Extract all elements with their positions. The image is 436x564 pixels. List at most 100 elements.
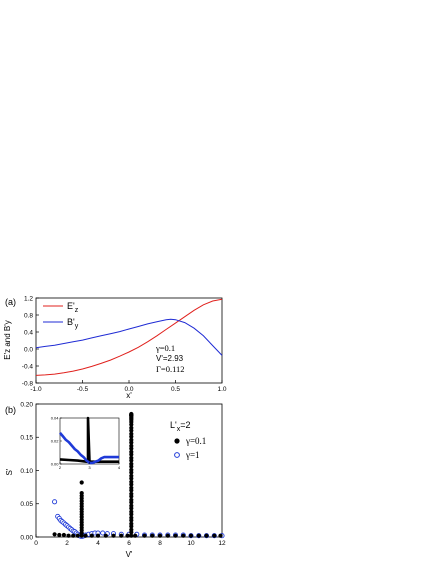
point-gamma-0-1 [129,461,134,466]
panel-b-inset: 2 3 4 0.00 0.02 0.04 [51,416,121,471]
point-gamma-0-1 [165,533,170,538]
panel-b-ylabel: S' [5,468,14,475]
panel-b-xtick-label: 0 [34,540,38,547]
legend-marker-gamma-0-1 [174,438,180,444]
annotation-gamma: γ=0.1 [155,343,175,353]
series-by-line [35,318,223,356]
panel-b-ytick-label: 0.10 [20,468,33,475]
panel-a-legend: E'z B'y [43,301,79,330]
point-gamma-0-1 [129,497,134,502]
panel-b-xtick-label: 6 [127,540,131,547]
legend-label-ez-main: E' [67,301,75,311]
point-gamma-0-1 [204,533,209,538]
panel-a-xtick-label: 0.5 [171,386,180,393]
point-gamma-0-1 [79,480,84,485]
point-gamma-0-1 [133,533,138,538]
inset-ytick-label: 0.02 [51,439,60,444]
panel-a-ytick-label: -0.8 [22,380,34,387]
panel-b-ytick-label: 0.05 [20,501,33,508]
point-gamma-0-1 [129,479,134,484]
point-gamma-0-1 [71,533,76,538]
point-gamma-0-1 [129,515,134,520]
point-gamma-0-1 [181,533,186,538]
inset-xtick-label: 4 [118,465,121,470]
inset-ytick-label: 0.04 [51,416,60,421]
panel-b-xtick-label: 10 [187,540,195,547]
panel-b-ytick-label: 0.20 [20,401,33,408]
point-gamma-0-1 [212,533,217,538]
point-gamma-1 [100,530,106,536]
point-gamma-0-1 [83,533,88,538]
panel-a-ylabel: E'z and B'y [3,320,12,360]
panel-a-xtick-label: 1.0 [217,386,226,393]
point-gamma-0-1 [57,532,62,538]
legend-title-rest: =2 [180,420,190,430]
legend-marker-gamma-1 [174,452,180,458]
panel-a-xtick-label: -0.5 [77,386,89,393]
point-gamma-0-1 [75,533,80,538]
legend-title: L'x=2 [170,420,191,433]
point-gamma-0-1 [129,431,134,436]
annotation-gamma-width: Γ=0.112 [156,364,185,374]
panel-b-xtick-label: 8 [158,540,162,547]
legend-title-main: L' [170,420,177,430]
panel-a-ytick-label: 0.0 [24,346,33,353]
panel-a-xtick-label: 0.0 [124,386,133,393]
legend-title-sub: x [177,426,181,433]
point-gamma-0-1 [52,532,57,537]
panel-b-plot: 0 2 4 6 8 10 12 0.00 0.05 0.10 0.15 0.20 [20,401,226,547]
point-gamma-0-1 [129,527,134,532]
legend-label-ez: E'z [67,301,79,314]
point-gamma-0-1 [173,533,178,538]
point-gamma-0-1 [89,533,94,538]
annotation-voltage: V'=2.93 [156,354,184,363]
point-gamma-0-1 [103,533,108,538]
panel-a-ytick-label: 0.8 [24,312,33,319]
point-gamma-0-1 [66,533,71,538]
point-gamma-0-1 [150,533,155,538]
panel-a-plot: -1.0 -0.5 0.0 0.5 1.0 -0.8 -0.4 0.0 0.4 0.8 1.2 [22,295,227,393]
panel-b-legend: L'x=2 γ=0.1 γ=1 [170,420,206,460]
panel-a-ytick-label: -0.4 [22,363,34,370]
point-gamma-0-1 [111,533,116,538]
panel-b-ytick-label: 0.15 [20,435,33,442]
legend-label-gamma-1: γ=1 [185,450,200,460]
point-gamma-0-1 [129,491,134,496]
panel-b-xtick-label: 2 [65,540,69,547]
point-gamma-0-1 [129,503,134,508]
point-gamma-0-1 [129,449,134,454]
point-gamma-0-1 [129,425,134,430]
legend-label-ez-sub: z [75,307,79,314]
point-gamma-0-1 [142,533,147,538]
point-gamma-0-1 [129,473,134,478]
inset-xtick-label: 3 [88,465,91,470]
panel-b-ytick-label: 0.00 [20,534,33,541]
panel-b-xtick-label: 4 [96,540,100,547]
point-gamma-0-1 [196,533,201,538]
point-gamma-0-1 [79,491,84,496]
legend-label-by: B'y [67,317,79,330]
inset-xtick-label: 2 [59,465,62,470]
point-gamma-0-1 [129,521,134,526]
point-gamma-0-1 [129,437,134,442]
point-gamma-0-1 [61,532,66,538]
panel-b-xlabel: V' [126,550,133,559]
inset-ytick-label: 0.00 [51,462,60,467]
point-gamma-0-1 [129,467,134,472]
panel-a-label: (a) [5,297,16,307]
legend-label-by-main: B' [67,317,75,327]
panel-a-annotations: γ=0.1 V'=2.93 Γ=0.112 [155,343,185,374]
point-gamma-0-1 [218,533,223,538]
point-gamma-0-1 [125,533,130,538]
point-gamma-0-1 [129,533,134,538]
point-gamma-0-1 [129,411,134,417]
panel-b-xtick-label: 12 [218,540,226,547]
point-gamma-0-1 [129,485,134,490]
point-gamma-0-1 [129,455,134,460]
panel-a-ytick-label: 1.2 [24,295,33,302]
legend-label-by-sub: y [75,323,79,330]
panel-a-xtick-label: -1.0 [30,386,42,393]
point-gamma-1 [52,499,58,505]
legend-label-gamma-0-1: γ=0.1 [185,436,206,446]
